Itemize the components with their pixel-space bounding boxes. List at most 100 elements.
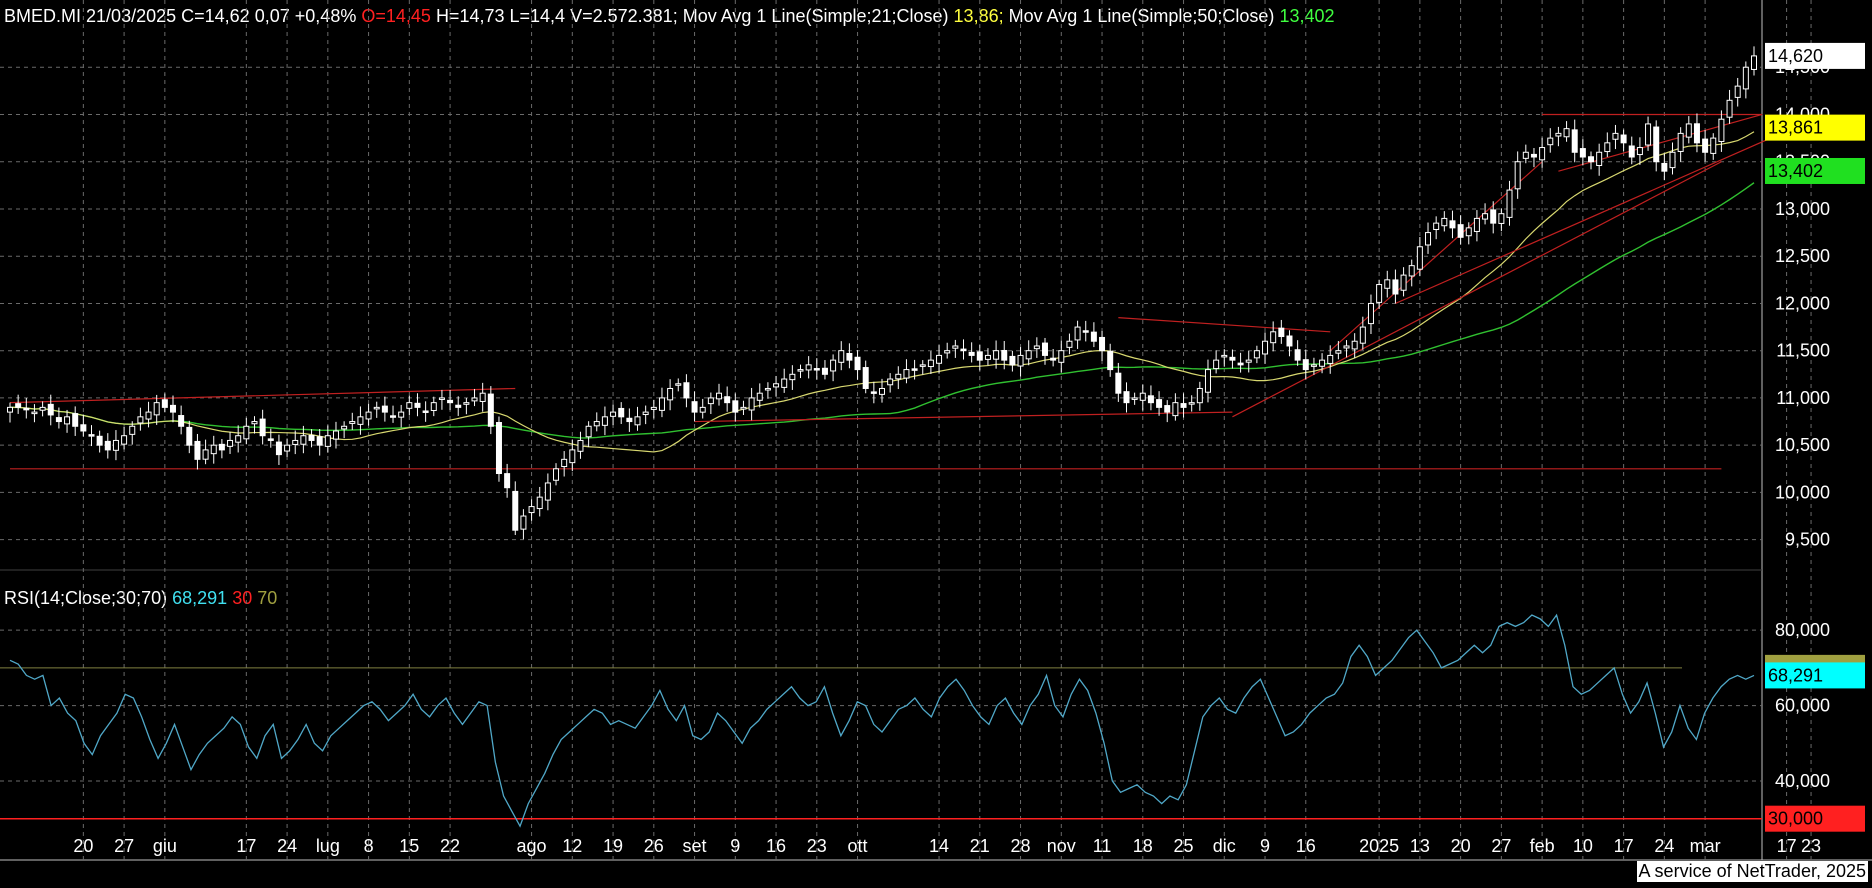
x-tick-label: 19 [603, 836, 623, 856]
candle-body [1685, 123, 1692, 138]
candle-body [846, 352, 853, 361]
candle-body [227, 439, 234, 447]
candle-body [544, 482, 551, 501]
candle-body [1359, 326, 1366, 344]
candle-body [1620, 134, 1627, 144]
candle-body [1058, 350, 1065, 363]
candle-body [1221, 354, 1228, 358]
candle-body [357, 416, 364, 425]
x-tick-label: 10 [1573, 836, 1593, 856]
candle-body [88, 434, 95, 437]
candle-body [968, 351, 975, 356]
candle-body [821, 367, 828, 375]
candle-body [112, 439, 119, 451]
candle-body [716, 392, 723, 400]
candle-body [1074, 326, 1081, 341]
candle-body [601, 416, 608, 426]
candle-body [1139, 392, 1146, 401]
candle-body [838, 350, 845, 363]
change-pct: +0,48% [294, 6, 357, 26]
candle-body [887, 378, 894, 386]
x-tick-label: 2025 [1359, 836, 1399, 856]
x-tick-label: 16 [766, 836, 786, 856]
candle-body [569, 449, 576, 464]
candle-body [1718, 118, 1725, 143]
candle-body [561, 458, 568, 468]
candle-body [1066, 340, 1073, 348]
candle-body [585, 425, 592, 438]
candle-body [1425, 232, 1432, 246]
candle-body [47, 403, 54, 416]
rsi-y-tick-label: 60,000 [1775, 696, 1830, 716]
x-tick-label: feb [1530, 836, 1555, 856]
volume-value: V=2.572.381; [570, 6, 678, 26]
candle-body [495, 422, 502, 475]
candle-body [1302, 359, 1309, 371]
y-tick-label: 13,000 [1775, 199, 1830, 219]
candle-body [895, 373, 902, 380]
candle-body [952, 345, 959, 349]
candle-body [1400, 274, 1407, 291]
rsi-y-tick-label: 40,000 [1775, 771, 1830, 791]
x-tick-label: lug [316, 836, 340, 856]
candle-body [275, 441, 282, 456]
candle-body [667, 387, 674, 401]
rsi-level-30-label: 30,000 [1768, 809, 1823, 829]
candle-body [1180, 403, 1187, 408]
candle-body [1490, 209, 1497, 224]
price-label: 13,861 [1768, 118, 1823, 138]
candle-body [675, 383, 682, 386]
candle-body [447, 399, 454, 404]
candle-body [316, 436, 323, 446]
candle-body [1514, 161, 1521, 190]
x-tick-label: 21 [970, 836, 990, 856]
candle-body [707, 397, 714, 405]
candle-body [1433, 222, 1440, 231]
candle-body [1742, 66, 1749, 90]
chart-header: BMED.MI 21/03/2025 C=14,62 0,07 +0,48% O… [4, 6, 1335, 27]
candle-body [267, 438, 274, 441]
candle-body [553, 468, 560, 481]
candle-body [1335, 350, 1342, 354]
candle-body [993, 350, 1000, 360]
candle-body [1115, 372, 1122, 394]
candle-body [1245, 359, 1252, 363]
y-tick-label: 12,000 [1775, 293, 1830, 313]
x-tick-label: 9 [1260, 836, 1270, 856]
candle-body [414, 402, 421, 408]
candle-body [1188, 402, 1195, 405]
candle-body [944, 350, 951, 354]
x-tick-label: 24 [1654, 836, 1674, 856]
x-tick-label: 17 [1777, 836, 1797, 856]
candle-body [1596, 151, 1603, 166]
candle-body [455, 404, 462, 408]
candle-body [1669, 151, 1676, 169]
change-value: 0,07 [254, 6, 290, 26]
candle-body [1522, 151, 1529, 159]
close-value: C=14,62 [181, 6, 250, 26]
candle-body [691, 401, 698, 413]
candle-body [96, 435, 103, 446]
candle-body [1661, 162, 1668, 172]
candle-body [936, 354, 943, 364]
candle-body [487, 393, 494, 427]
trend-line [1118, 317, 1331, 333]
candle-body [1449, 220, 1456, 229]
candle-body [1229, 356, 1236, 361]
candle-body [1376, 284, 1383, 303]
candle-body [805, 364, 812, 371]
candle-body [64, 416, 71, 425]
candle-body [1319, 359, 1326, 367]
trend-line [1558, 113, 1763, 172]
candle-body [23, 407, 30, 411]
candle-body [1294, 349, 1301, 361]
x-tick-label: 27 [114, 836, 134, 856]
rsi-high-level: 70 [257, 588, 278, 608]
y-tick-label: 11,000 [1776, 388, 1830, 408]
candle-body [1147, 395, 1154, 404]
x-tick-label: 20 [1451, 836, 1471, 856]
x-tick-label: 23 [807, 836, 827, 856]
open-value: O=14,45 [361, 6, 431, 26]
candle-body [373, 406, 380, 410]
